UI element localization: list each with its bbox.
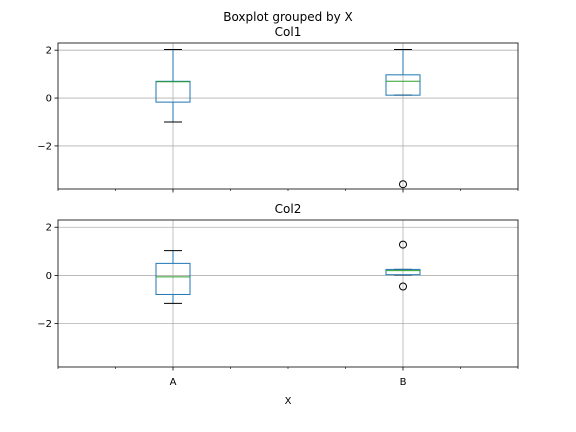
box-b <box>385 240 421 291</box>
iqr-box <box>155 262 191 295</box>
x-tick-label: A <box>170 377 177 388</box>
y-tick-label: −2 <box>37 319 52 330</box>
figure-suptitle: Boxplot grouped by X <box>223 10 353 24</box>
panel-title: Col1 <box>275 25 302 39</box>
axes-frame <box>57 42 519 190</box>
outlier-point <box>399 240 407 249</box>
box-a <box>155 48 191 123</box>
y-tick-label: 2 <box>46 46 52 57</box>
box-b <box>385 48 421 189</box>
y-tick-label: 0 <box>46 94 52 105</box>
y-tick-label: 2 <box>46 223 52 234</box>
axes-frame <box>57 219 519 368</box>
panel-col1: Col1 2 0 −2 <box>37 25 519 193</box>
y-tick-label: 0 <box>46 271 52 282</box>
panel-title: Col2 <box>275 202 302 216</box>
x-tick-label: B <box>400 377 407 388</box>
outlier-point <box>399 180 407 189</box>
iqr-box <box>385 268 421 276</box>
outlier-point <box>399 282 407 291</box>
iqr-box <box>385 74 421 96</box>
x-axis-label: X <box>285 396 292 407</box>
box-a <box>155 250 191 304</box>
panel-col2: Col2 2 0 −2 A B <box>37 202 519 388</box>
y-tick-label: −2 <box>37 141 52 152</box>
